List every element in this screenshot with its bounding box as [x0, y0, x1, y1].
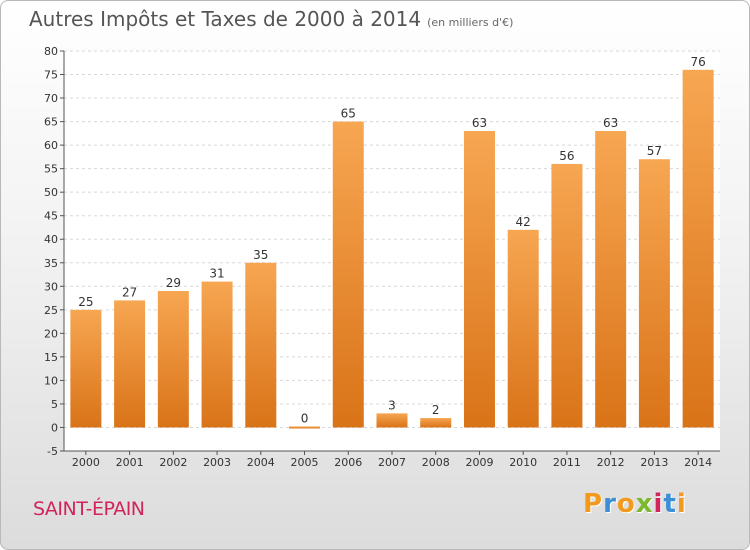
x-tick-label: 2000 — [72, 456, 100, 469]
x-tick-label: 2001 — [116, 456, 144, 469]
data-label: 3 — [388, 398, 396, 412]
bar-2000 — [70, 309, 102, 428]
y-tick-label: 20 — [44, 327, 58, 340]
y-tick-label: 10 — [44, 374, 58, 387]
y-tick-label: 65 — [44, 116, 58, 129]
x-tick-label: 2013 — [640, 456, 668, 469]
y-tick-label: 80 — [44, 45, 58, 58]
x-tick-label: 2011 — [553, 456, 581, 469]
chart-subtitle: (en milliers d'€) — [427, 16, 514, 29]
chart-title: Autres Impôts et Taxes de 2000 à 2014 (en… — [29, 7, 514, 31]
data-label: 27 — [122, 285, 137, 299]
data-label: 0 — [301, 411, 309, 425]
x-tick-label: 2007 — [378, 456, 406, 469]
data-label: 63 — [603, 116, 618, 130]
y-tick-label: 35 — [44, 257, 58, 270]
y-tick-label: -5 — [47, 445, 58, 458]
y-tick-label: 70 — [44, 92, 58, 105]
x-tick-label: 2010 — [509, 456, 537, 469]
bar-2010 — [507, 229, 539, 428]
bar-2008 — [420, 418, 452, 428]
logo-letter: r — [603, 489, 617, 519]
y-tick-label: 60 — [44, 139, 58, 152]
y-tick-label: 5 — [51, 398, 58, 411]
y-tick-label: 55 — [44, 163, 58, 176]
data-label: 31 — [209, 267, 224, 281]
bar-2007 — [376, 413, 408, 428]
y-tick-label: 25 — [44, 304, 58, 317]
logo-letter: t — [663, 489, 677, 519]
x-tick-label: 2005 — [291, 456, 319, 469]
data-label: 65 — [341, 107, 356, 121]
x-tick-label: 2002 — [159, 456, 187, 469]
data-label: 25 — [78, 295, 93, 309]
data-label: 63 — [472, 116, 487, 130]
x-tick-label: 2008 — [422, 456, 450, 469]
proxiti-logo[interactable]: Proxiti — [583, 489, 687, 519]
data-label: 35 — [253, 248, 268, 262]
bar-2011 — [551, 163, 583, 428]
y-tick-label: 75 — [44, 69, 58, 82]
y-tick-label: 30 — [44, 280, 58, 293]
bar-2014 — [682, 69, 714, 428]
bar-2004 — [245, 262, 277, 428]
logo-letter: P — [583, 489, 604, 519]
bar-2001 — [114, 300, 146, 428]
logo-letter: i — [676, 489, 687, 519]
commune-name: SAINT-ÉPAIN — [33, 498, 145, 520]
y-tick-label: 15 — [44, 351, 58, 364]
y-tick-label: 45 — [44, 210, 58, 223]
x-tick-label: 2009 — [465, 456, 493, 469]
data-label: 57 — [647, 144, 662, 158]
x-tick-label: 2012 — [597, 456, 625, 469]
bar-2009 — [463, 131, 495, 428]
data-label: 29 — [166, 276, 181, 290]
bar-2005 — [289, 426, 321, 429]
x-tick-label: 2014 — [684, 456, 712, 469]
x-tick-label: 2003 — [203, 456, 231, 469]
logo-letter: o — [616, 489, 636, 519]
data-label: 56 — [559, 149, 574, 163]
x-tick-label: 2004 — [247, 456, 275, 469]
bar-2006 — [332, 121, 364, 428]
bar-2002 — [157, 291, 189, 428]
bar-2012 — [595, 131, 627, 428]
data-label: 42 — [516, 215, 531, 229]
data-label: 2 — [432, 403, 440, 417]
bar-2013 — [638, 159, 670, 428]
y-tick-label: 40 — [44, 233, 58, 246]
logo-letter: x — [635, 489, 654, 519]
data-label: 76 — [690, 55, 705, 69]
bar-2003 — [201, 281, 233, 428]
x-tick-label: 2006 — [334, 456, 362, 469]
y-tick-label: 50 — [44, 186, 58, 199]
logo-letter: i — [653, 489, 664, 519]
y-tick-label: 0 — [51, 421, 58, 434]
